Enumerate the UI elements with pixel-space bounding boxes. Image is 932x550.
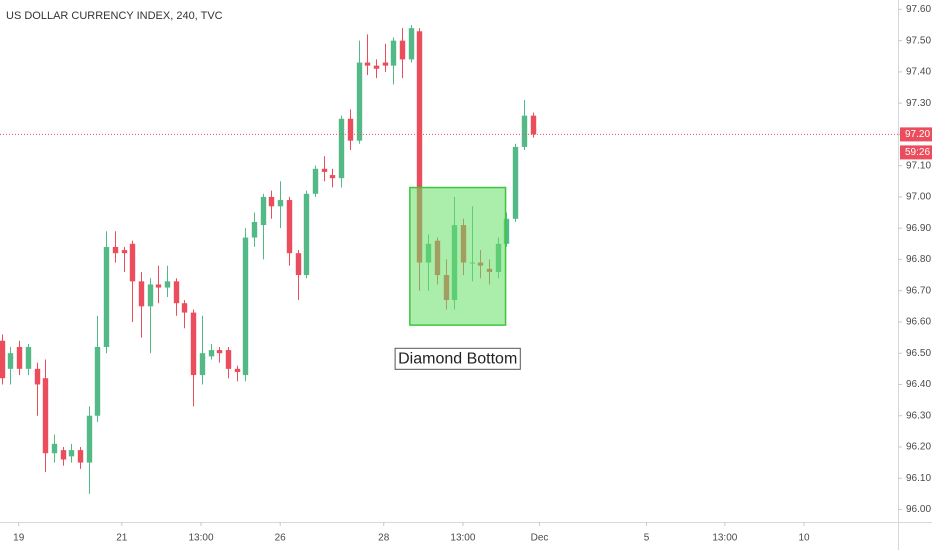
candle-body	[77, 450, 84, 463]
x-tick-label: 26	[275, 533, 287, 544]
chart-title: US DOLLAR CURRENCY INDEX, 240, TVC	[6, 10, 223, 22]
x-tick-label: 13:00	[450, 533, 475, 544]
y-tick-label: 97.60	[906, 4, 931, 15]
x-tick-label: 19	[13, 533, 25, 544]
candle-body	[94, 346, 101, 416]
y-tick-label: 96.20	[906, 442, 931, 453]
candle-body	[286, 200, 293, 254]
candle-body	[503, 218, 510, 244]
candle-body	[173, 281, 180, 304]
y-tick-label: 96.00	[906, 504, 931, 515]
pattern-box	[409, 186, 507, 326]
candle-body	[68, 450, 75, 457]
x-tick-label: 10	[798, 533, 810, 544]
y-tick-label: 96.10	[906, 473, 931, 484]
candle-body	[277, 200, 284, 207]
candle-body	[25, 346, 32, 369]
y-tick-label: 96.30	[906, 410, 931, 421]
candle-body	[138, 281, 145, 307]
candle-body	[416, 31, 423, 263]
countdown-label: 59:26	[905, 147, 930, 158]
x-tick-label: 13:00	[712, 533, 737, 544]
candle-body	[112, 246, 119, 254]
candle-body	[234, 368, 241, 372]
candle-body	[216, 350, 223, 354]
candle-body	[51, 443, 58, 454]
last-price-label: 97.20	[905, 129, 930, 140]
candle-body	[190, 312, 197, 376]
candle-body	[0, 340, 6, 379]
last-price-badge	[900, 127, 932, 142]
candle-body	[338, 118, 345, 179]
candle-body	[251, 221, 258, 238]
candle-body	[164, 281, 171, 288]
candle-body	[321, 168, 328, 172]
candle-body	[147, 284, 154, 307]
x-tick-label: 21	[116, 533, 128, 544]
y-tick-label: 97.00	[906, 192, 931, 203]
candle-body	[399, 40, 406, 60]
candle-body	[295, 253, 302, 276]
candle-body	[268, 196, 275, 207]
candle-body	[60, 450, 67, 460]
candle-body	[42, 378, 49, 454]
x-tick-label: Dec	[531, 533, 549, 544]
y-tick-label: 96.60	[906, 317, 931, 328]
candle-body	[7, 353, 14, 369]
x-tick-label: 5	[644, 533, 650, 544]
candle-body	[356, 62, 363, 141]
candle-body	[103, 246, 110, 347]
candle-body	[512, 146, 519, 219]
candle-body	[312, 168, 319, 194]
y-tick-label: 96.40	[906, 379, 931, 390]
x-tick-label: 28	[378, 533, 390, 544]
candle-body	[86, 415, 93, 463]
candle-body	[347, 118, 354, 141]
candle-body	[303, 193, 310, 276]
candle-body	[121, 250, 128, 254]
candle-body	[382, 62, 389, 66]
candle-body	[208, 350, 215, 357]
annotation-label: Diamond Bottom	[398, 350, 517, 367]
countdown-badge	[900, 145, 932, 160]
x-tick-label: 13:00	[188, 533, 213, 544]
candle-body	[530, 115, 537, 135]
candle-body	[181, 303, 188, 313]
y-tick-label: 97.30	[906, 98, 931, 109]
candle-body	[373, 65, 380, 69]
candle-body	[408, 28, 415, 60]
candle-body	[16, 346, 23, 369]
candle-body	[199, 353, 206, 376]
candle-body	[390, 40, 397, 66]
y-tick-label: 96.50	[906, 348, 931, 359]
candle-body	[34, 368, 41, 385]
candle-body	[242, 237, 249, 376]
y-tick-label: 97.50	[906, 35, 931, 46]
candle-body	[129, 243, 136, 282]
candle-body	[260, 196, 267, 226]
candle-body	[364, 62, 371, 66]
y-tick-label: 96.90	[906, 223, 931, 234]
candle-body	[521, 115, 528, 147]
annotation-frame	[394, 347, 521, 370]
candle-body	[329, 175, 336, 179]
y-tick-label: 96.70	[906, 285, 931, 296]
candle-body	[225, 350, 232, 369]
y-tick-label: 97.40	[906, 67, 931, 78]
y-tick-label: 96.80	[906, 254, 931, 265]
candle-body	[155, 284, 162, 288]
y-tick-label: 97.10	[906, 160, 931, 171]
